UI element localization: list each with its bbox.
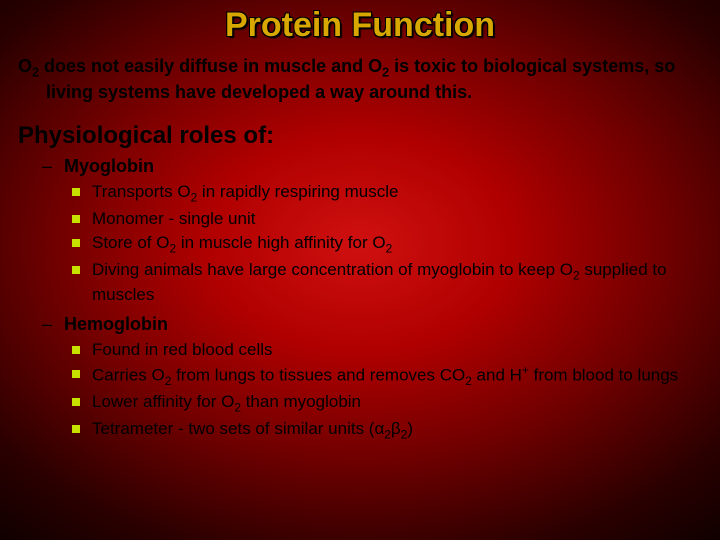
list-item: Diving animals have large concentration … [72,259,702,306]
section-heading: Myoglobin [64,156,154,177]
bullet-text: Transports O2 in rapidly respiring muscl… [92,181,702,206]
list-item: Lower affinity for O2 than myoglobin [72,391,702,416]
list-item: Tetrameter - two sets of similar units (… [72,418,702,443]
square-bullet-icon [72,370,80,378]
bullet-list: Found in red blood cellsCarries O2 from … [72,339,702,443]
dash-icon: – [42,314,54,335]
square-bullet-icon [72,239,80,247]
square-bullet-icon [72,188,80,196]
bullet-text: Tetrameter - two sets of similar units (… [92,418,702,443]
bullet-text: Found in red blood cells [92,339,702,361]
section-header-row: –Hemoglobin [42,314,702,335]
section: –Hemoglobin [42,314,702,335]
square-bullet-icon [72,425,80,433]
sections-container: –MyoglobinTransports O2 in rapidly respi… [18,156,702,443]
subheading: Physiological roles of: [18,122,702,150]
slide: Protein Function O2 does not easily diff… [0,0,720,443]
section-header-row: –Myoglobin [42,156,702,177]
list-item: Monomer - single unit [72,208,702,230]
list-item: Found in red blood cells [72,339,702,361]
list-item: Carries O2 from lungs to tissues and rem… [72,363,702,390]
bullet-text: Monomer - single unit [92,208,702,230]
square-bullet-icon [72,266,80,274]
bullet-list: Transports O2 in rapidly respiring muscl… [72,181,702,306]
section-heading: Hemoglobin [64,314,168,335]
bullet-text: Store of O2 in muscle high affinity for … [92,232,702,257]
square-bullet-icon [72,346,80,354]
page-title: Protein Function [18,6,702,45]
list-item: Transports O2 in rapidly respiring muscl… [72,181,702,206]
list-item: Store of O2 in muscle high affinity for … [72,232,702,257]
bullet-text: Diving animals have large concentration … [92,259,702,306]
bullet-text: Lower affinity for O2 than myoglobin [92,391,702,416]
section: –Myoglobin [42,156,702,177]
square-bullet-icon [72,215,80,223]
bullet-text: Carries O2 from lungs to tissues and rem… [92,363,702,390]
intro-paragraph: O2 does not easily diffuse in muscle and… [46,55,702,104]
dash-icon: – [42,156,54,177]
square-bullet-icon [72,398,80,406]
